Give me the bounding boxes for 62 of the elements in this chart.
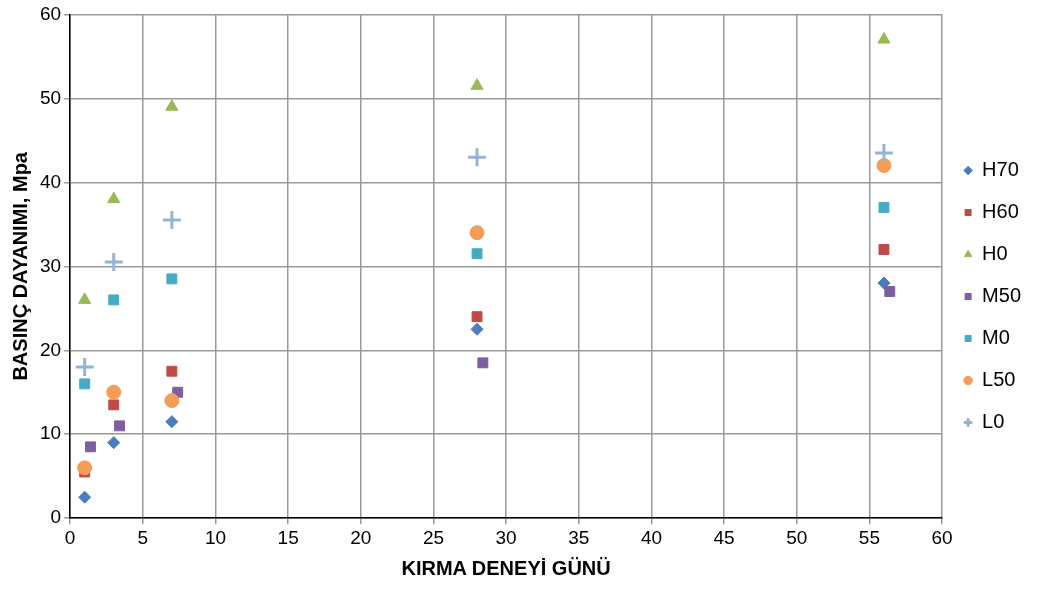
- point: [469, 225, 485, 241]
- x-tick-label: 45: [713, 526, 735, 548]
- y-tick-label: 40: [39, 170, 62, 192]
- point: [884, 286, 896, 297]
- y-tick-label: 10: [39, 422, 62, 444]
- point: [471, 311, 483, 323]
- point: [471, 248, 483, 260]
- legend-label: M0: [982, 326, 1010, 349]
- point: [470, 78, 484, 90]
- point: [878, 244, 890, 255]
- point: [106, 384, 122, 400]
- point: [877, 276, 891, 290]
- y-tick-label: 0: [50, 506, 62, 528]
- point: [107, 436, 121, 450]
- point: [114, 420, 125, 432]
- x-tick-label: 5: [137, 526, 149, 548]
- legend-label: L0: [982, 410, 1005, 433]
- y-tick-label: 30: [39, 254, 62, 276]
- x-tick-label: 10: [204, 526, 227, 548]
- point: [166, 273, 178, 285]
- point: [873, 142, 895, 164]
- x-tick-label: 25: [422, 526, 445, 548]
- point: [74, 356, 96, 378]
- point: [108, 294, 120, 306]
- point: [78, 292, 92, 304]
- x-axis-title: KIRMA DENEYİ GÜNÜ: [401, 556, 611, 579]
- point: [876, 158, 892, 174]
- point: [878, 202, 890, 213]
- x-tick-label: 60: [931, 526, 953, 548]
- x-tick-label: 50: [786, 526, 808, 548]
- x-tick-label: 35: [568, 526, 590, 548]
- y-tick-label: 60: [39, 2, 62, 24]
- x-tick-label: 15: [277, 526, 299, 548]
- x-tick-label: 40: [640, 526, 663, 548]
- point: [165, 415, 179, 429]
- x-tick-label: 30: [495, 526, 517, 548]
- point: [477, 357, 489, 369]
- x-tick-label: 55: [858, 526, 880, 548]
- point: [107, 191, 121, 204]
- point: [166, 365, 178, 377]
- point: [161, 209, 183, 231]
- point: [470, 322, 484, 336]
- legend-label: M50: [982, 284, 1021, 307]
- point: [85, 441, 96, 453]
- x-tick-label: 20: [350, 526, 372, 548]
- legend-label: H60: [982, 200, 1019, 223]
- point: [79, 378, 91, 390]
- point: [164, 393, 180, 409]
- y-tick-label: 20: [39, 338, 62, 360]
- point: [466, 146, 488, 168]
- point: [77, 460, 93, 476]
- x-tick-label: 0: [64, 526, 76, 548]
- legend-label: L50: [982, 368, 1016, 391]
- point: [165, 99, 179, 111]
- point: [108, 399, 120, 411]
- legend-label: H70: [982, 158, 1019, 181]
- y-axis-title: BASINÇ DAYANIMI, Mpa: [8, 151, 31, 381]
- y-tick-label: 50: [39, 86, 62, 108]
- point: [78, 490, 92, 504]
- point: [103, 251, 125, 273]
- point: [877, 32, 891, 44]
- legend-label: H0: [982, 242, 1008, 265]
